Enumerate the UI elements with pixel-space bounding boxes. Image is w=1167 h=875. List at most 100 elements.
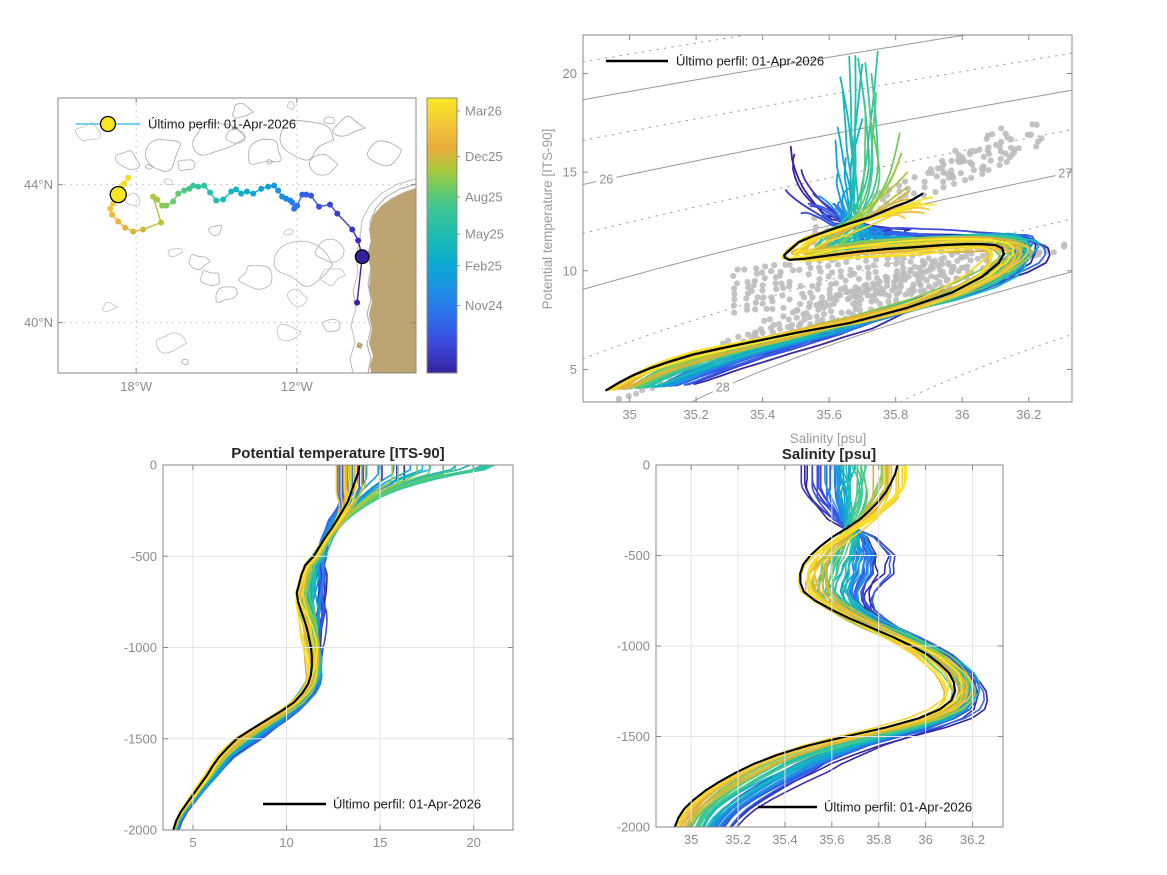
tick-label: -1500	[124, 731, 157, 746]
climatology-dot	[841, 284, 849, 291]
climatology-dot	[776, 321, 783, 328]
tick-label: 35.8	[883, 407, 908, 422]
climatology-dot	[833, 292, 840, 299]
tick-label: 35.8	[866, 832, 891, 847]
bathymetry-blob	[366, 140, 402, 167]
salinity-axes: 35 35.2 35.4 35.6 35.8 36 36.2 0 -500 -1000 -1500 -…	[617, 458, 1004, 847]
climatology-dot	[957, 170, 964, 177]
climatology-dot	[893, 297, 900, 304]
climatology-dot	[753, 265, 760, 272]
climatology-dot	[952, 147, 959, 154]
bathymetry-blob	[279, 119, 335, 161]
climatology-dot	[910, 281, 917, 288]
theta-axes: 5 10 15 20 0 -500 -1000 -1500 -2000	[124, 458, 514, 850]
climatology-dot	[1003, 159, 1010, 166]
climatology-dot	[1035, 138, 1042, 145]
float-trajectory	[107, 174, 370, 306]
trajectory-point	[122, 224, 129, 231]
climatology-dot	[820, 311, 828, 318]
climatology-dot	[788, 321, 796, 329]
tick-label: 35	[622, 407, 636, 422]
trajectory-point	[265, 183, 272, 190]
climatology-dot	[996, 143, 1003, 150]
climatology-dot	[893, 291, 900, 298]
climatology-dot	[955, 152, 962, 159]
climatology-dot	[979, 170, 986, 177]
tick-label: 0	[150, 458, 157, 473]
tick-label: -1500	[617, 729, 650, 744]
bathymetry-blob	[188, 254, 211, 271]
trajectory-point	[279, 193, 286, 200]
climatology-dot	[731, 296, 738, 303]
climatology-dot	[901, 271, 908, 278]
last-position-marker	[109, 185, 127, 204]
tick-label: -500	[624, 548, 650, 563]
map-graticule	[58, 98, 416, 373]
tick-label: 20	[466, 835, 480, 850]
isopycnal-line	[583, 171, 1072, 290]
axes-frame	[162, 464, 514, 831]
colorbar-gradient	[427, 98, 457, 373]
bathymetry-blob	[102, 301, 119, 312]
climatology-dot	[1036, 249, 1043, 256]
climatology-dot	[949, 266, 956, 273]
climatology-dot	[852, 284, 859, 291]
land-mass	[368, 188, 416, 373]
ts-ylabel: Potential temperature [ITS-90]	[540, 129, 555, 310]
tick-label: 12°W	[281, 379, 314, 394]
trajectory-segment	[142, 221, 162, 231]
tick-label: 0	[643, 458, 650, 473]
climatology-dot	[868, 298, 875, 305]
climatology-dot	[790, 267, 797, 274]
climatology-dot	[987, 157, 994, 164]
climatology-dot	[780, 304, 787, 311]
climatology-dot	[733, 280, 741, 287]
colorbar-label: Nov24	[465, 298, 503, 313]
map-legend-marker-icon	[99, 115, 117, 133]
climatology-dot	[884, 282, 891, 289]
climatology-dot	[768, 294, 775, 301]
bathymetry-blob	[144, 139, 181, 172]
climatology-dot	[1033, 121, 1040, 128]
climatology-dot	[940, 184, 947, 191]
trajectory-point	[186, 185, 193, 192]
isopycnal-line	[583, 52, 1072, 141]
colorbar-label: Mar26	[465, 103, 502, 118]
climatology-dot	[770, 321, 777, 328]
climatology-dot	[853, 293, 860, 300]
climatology-dot	[735, 333, 742, 340]
land-islet	[356, 342, 363, 349]
climatology-dot	[851, 270, 858, 277]
climatology-dot	[932, 188, 939, 196]
colorbar: Mar26 Dec25 Aug25 May25 Feb25 Nov24	[426, 97, 504, 374]
colorbar-label: Dec25	[465, 149, 503, 164]
bathymetry-blob	[114, 150, 141, 170]
trajectory-point	[250, 190, 257, 197]
climatology-dot	[752, 306, 759, 313]
climatology-dot	[771, 262, 778, 269]
ts-profile-line	[612, 213, 1030, 391]
climatology-dot	[1061, 241, 1068, 248]
isopycnal-label-gap	[1055, 167, 1072, 180]
bathymetry-blob	[323, 116, 335, 125]
climatology-dot	[911, 271, 919, 278]
climatology-dot	[979, 252, 987, 260]
climatology-dot	[916, 280, 923, 287]
climatology-dot	[843, 259, 850, 266]
climatology-dot	[928, 170, 935, 177]
tick-label: 10	[563, 263, 577, 278]
climatology-dot	[1050, 249, 1057, 256]
climatology-dot	[892, 284, 899, 291]
climatology-dot	[766, 316, 773, 323]
bathymetry-blob	[321, 318, 341, 332]
climatology-dot	[998, 125, 1005, 132]
climatology-dot	[813, 313, 820, 320]
bathymetry-blob	[199, 270, 221, 286]
climatology-dot	[633, 390, 640, 397]
tick-label: 35.2	[683, 407, 708, 422]
climatology-dot	[803, 310, 810, 317]
climatology-dot	[978, 165, 986, 172]
tick-label: -500	[131, 549, 157, 564]
climatology-dot	[725, 337, 732, 344]
